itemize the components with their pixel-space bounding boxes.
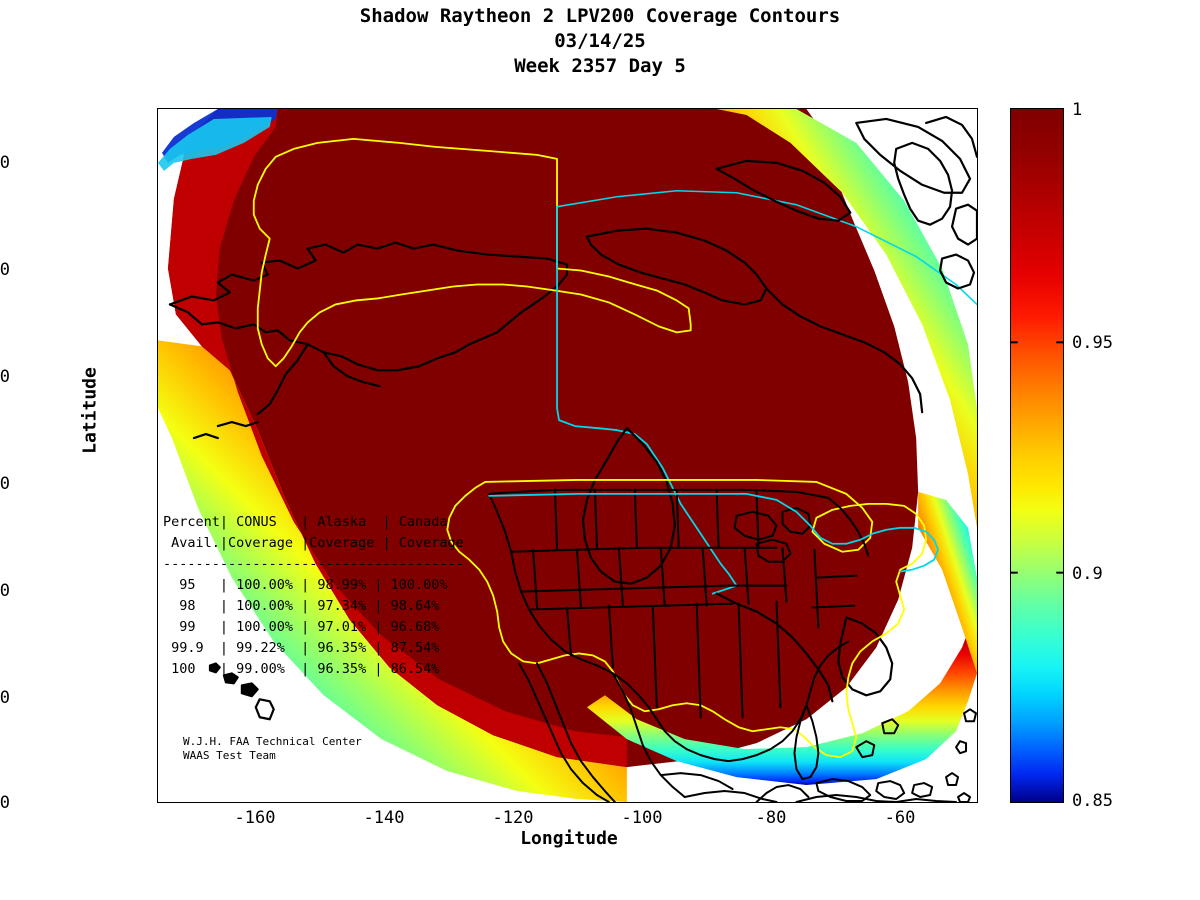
contour-band-north-fringe-2	[158, 116, 272, 171]
x-axis-title: Longitude	[520, 828, 618, 849]
ytick-50: 50	[0, 367, 10, 387]
contour-band-east	[918, 491, 977, 674]
ytick-60: 60	[0, 260, 10, 280]
xtick-minus140: -140	[363, 808, 405, 828]
title-line-3: Week 2357 Day 5	[514, 55, 686, 77]
colorbar-ticks	[1011, 341, 1063, 574]
contour-bands	[158, 109, 977, 802]
service-volume-alaska	[252, 138, 692, 368]
coastline-south-america	[755, 784, 958, 802]
xtick-minus120: -120	[492, 808, 534, 828]
map-plot-area	[157, 108, 978, 803]
xtick-minus100: -100	[621, 808, 663, 828]
y-axis-title: Latitude	[79, 367, 101, 454]
title-line-1: Shadow Raytheon 2 LPV200 Coverage Contou…	[359, 5, 841, 27]
coastline-conus	[488, 488, 870, 781]
colorbar-tick-09: 0.9	[1072, 564, 1103, 584]
ytick-30: 30	[0, 581, 10, 601]
border-conus-canada	[488, 492, 939, 573]
organization-credit: W.J.H. FAA Technical Center WAAS Test Te…	[183, 735, 362, 762]
coverage-stats-table: Percent| CONUS | Alaska | Canada Avail.|…	[163, 514, 464, 677]
colorbar	[1010, 108, 1064, 803]
xtick-minus160: -160	[234, 808, 276, 828]
coastline-alaska	[168, 241, 569, 440]
service-volume-conus	[446, 479, 928, 759]
xtick-minus80: -80	[755, 808, 787, 828]
ytick-20: 20	[0, 688, 10, 708]
colorbar-gradient	[1011, 109, 1063, 802]
contour-band-northeast	[716, 109, 977, 528]
coastline-greenland	[893, 115, 977, 290]
contour-band-south	[586, 607, 977, 786]
xtick-minus60: -60	[884, 808, 916, 828]
figure-title: Shadow Raytheon 2 LPV200 Coverage Contou…	[0, 4, 1200, 79]
coverage-contour-field	[158, 109, 977, 802]
contour-core-full-coverage	[167, 109, 919, 768]
border-alaska-canada	[556, 205, 738, 595]
coastline-canada	[581, 117, 972, 703]
ytick-40: 40	[0, 474, 10, 494]
coastline-caribbean	[815, 708, 977, 802]
colorbar-tick-095: 0.95	[1072, 333, 1113, 353]
ytick-10: 10	[0, 793, 10, 813]
colorbar-tick-1: 1	[1072, 100, 1083, 120]
contour-band-red-ring-sw	[167, 109, 627, 768]
colorbar-tick-085: 0.85	[1072, 791, 1113, 811]
title-line-2: 03/14/25	[554, 30, 646, 52]
map-overlay-lines	[168, 115, 977, 802]
contour-band-southwest	[158, 340, 627, 802]
coastline-mexico-central-america	[518, 662, 778, 802]
coastline-hawaii	[208, 662, 275, 721]
ytick-70: 70	[0, 153, 10, 173]
